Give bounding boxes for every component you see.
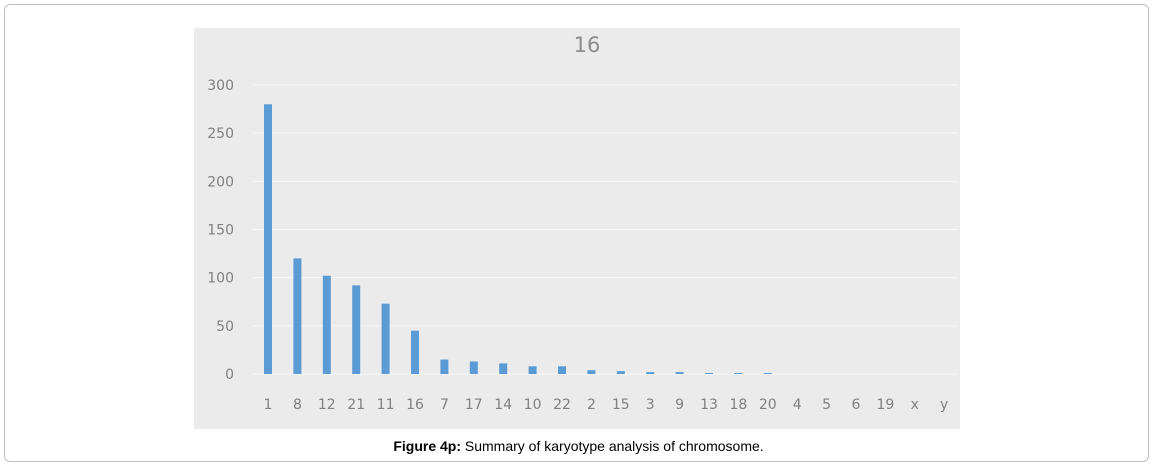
bar-1 [264, 104, 272, 375]
x-tick-label: 16 [406, 397, 424, 413]
x-tick-label: 3 [646, 397, 655, 413]
figure-caption: Figure 4p: Summary of karyotype analysis… [0, 438, 1157, 454]
bar-14 [499, 363, 508, 374]
bars [264, 104, 772, 375]
caption-label: Figure 4p: [393, 438, 461, 454]
caption-text: Summary of karyotype analysis of chromos… [461, 438, 764, 454]
x-tick-label: x [911, 397, 919, 413]
bar-11 [381, 303, 390, 374]
bar-3 [646, 372, 655, 374]
x-tick-label: 2 [587, 397, 596, 413]
x-tick-label: 1 [264, 397, 273, 413]
x-tick-label: 15 [612, 397, 630, 413]
x-tick-label: 5 [822, 397, 831, 413]
y-tick-label: 0 [225, 367, 234, 383]
x-tick-label: 17 [465, 397, 483, 413]
y-tick-label: 250 [207, 126, 234, 142]
bar-17 [469, 361, 478, 374]
x-tick-label: 22 [553, 397, 571, 413]
x-tick-label: 20 [759, 397, 777, 413]
chart-title: 16 [574, 33, 601, 57]
bar-7 [440, 359, 449, 374]
bar-13 [705, 373, 713, 374]
bar-20 [763, 373, 772, 374]
x-axis-ticks: 1 8 12 21 11 16 7 17 14 10 22 2 15 3 9 13 18 20 4 5 6 19 x y [264, 397, 949, 413]
y-tick-label: 200 [207, 174, 234, 190]
x-tick-label: 12 [318, 397, 336, 413]
y-axis-ticks: 0 50 100 150 200 250 300 [207, 78, 234, 383]
bar-12 [322, 275, 331, 374]
bar-18 [734, 373, 743, 374]
x-tick-label: 21 [347, 397, 365, 413]
bar-8 [293, 258, 302, 374]
y-tick-label: 300 [207, 78, 234, 94]
bar-2 [587, 370, 596, 374]
bar-21 [352, 285, 361, 374]
bar-15 [616, 371, 625, 374]
x-tick-label: 9 [675, 397, 684, 413]
bar-16 [411, 330, 419, 374]
x-tick-label: 11 [377, 397, 395, 413]
x-tick-label: 7 [440, 397, 449, 413]
x-tick-label: y [940, 397, 948, 413]
bar-9 [675, 372, 684, 374]
y-tick-label: 100 [207, 271, 234, 287]
gridlines [252, 84, 958, 375]
bar-22 [558, 366, 566, 374]
y-tick-label: 150 [207, 223, 234, 239]
x-tick-label: 18 [729, 397, 747, 413]
chart-area: 16 0 50 100 150 200 250 300 1 8 12 21 11 16 7 17 14 10 2… [194, 28, 960, 429]
x-tick-label: 10 [524, 397, 542, 413]
x-tick-label: 4 [793, 397, 802, 413]
x-tick-label: 13 [700, 397, 718, 413]
x-tick-label: 6 [852, 397, 861, 413]
y-tick-label: 50 [216, 319, 234, 335]
x-tick-label: 19 [876, 397, 894, 413]
x-tick-label: 14 [494, 397, 512, 413]
bar-10 [528, 366, 537, 374]
x-tick-label: 8 [293, 397, 302, 413]
